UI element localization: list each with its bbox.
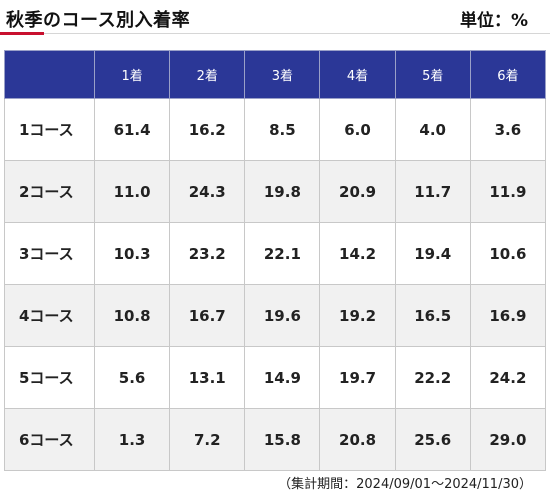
table-cell: 1.3 bbox=[93, 408, 171, 471]
column-header-6th: 6着 bbox=[469, 50, 547, 99]
table-cell: 11.7 bbox=[394, 160, 471, 223]
table-cell: 16.7 bbox=[169, 284, 246, 347]
table-cell: 11.9 bbox=[469, 160, 547, 223]
row-label: 2コース bbox=[4, 160, 95, 223]
table-cell: 11.0 bbox=[93, 160, 171, 223]
table-cell: 19.7 bbox=[319, 346, 396, 409]
column-header-4th: 4着 bbox=[319, 50, 396, 99]
page-header: 秋季のコース別入着率 単位：% bbox=[0, 0, 550, 36]
table-row: 4コース 10.8 16.7 19.6 19.2 16.5 16.9 bbox=[4, 284, 547, 347]
column-header-5th: 5着 bbox=[394, 50, 471, 99]
column-header-corner bbox=[4, 50, 95, 99]
row-label: 6コース bbox=[4, 408, 95, 471]
table-row: 1コース 61.4 16.2 8.5 6.0 4.0 3.6 bbox=[4, 98, 547, 161]
table-cell: 10.8 bbox=[93, 284, 171, 347]
header-divider bbox=[0, 33, 550, 34]
table-cell: 24.2 bbox=[469, 346, 547, 409]
table-cell: 7.2 bbox=[169, 408, 246, 471]
table-cell: 10.6 bbox=[469, 222, 547, 285]
table-cell: 25.6 bbox=[394, 408, 471, 471]
table-cell: 19.4 bbox=[394, 222, 471, 285]
table-cell: 10.3 bbox=[93, 222, 171, 285]
table-cell: 4.0 bbox=[394, 98, 471, 161]
table-cell: 16.5 bbox=[394, 284, 471, 347]
table-cell: 22.2 bbox=[394, 346, 471, 409]
column-header-3rd: 3着 bbox=[244, 50, 321, 99]
table-cell: 19.8 bbox=[244, 160, 321, 223]
table-cell: 14.9 bbox=[244, 346, 321, 409]
table-cell: 61.4 bbox=[93, 98, 171, 161]
table-row: 5コース 5.6 13.1 14.9 19.7 22.2 24.2 bbox=[4, 346, 547, 409]
row-label: 1コース bbox=[4, 98, 95, 161]
unit-label: 単位：% bbox=[459, 11, 528, 31]
table-cell: 8.5 bbox=[244, 98, 321, 161]
placement-rate-table: 1着 2着 3着 4着 5着 6着 1コース 61.4 16.2 8.5 6.0… bbox=[4, 50, 547, 471]
table-cell: 16.2 bbox=[169, 98, 246, 161]
table-cell: 22.1 bbox=[244, 222, 321, 285]
table-cell: 29.0 bbox=[469, 408, 547, 471]
table-cell: 6.0 bbox=[319, 98, 396, 161]
table-cell: 14.2 bbox=[319, 222, 396, 285]
table-row: 3コース 10.3 23.2 22.1 14.2 19.4 10.6 bbox=[4, 222, 547, 285]
table-cell: 24.3 bbox=[169, 160, 246, 223]
table-cell: 5.6 bbox=[93, 346, 171, 409]
column-header-1st: 1着 bbox=[93, 50, 171, 99]
aggregation-period-note: （集計期間：2024/09/01〜2024/11/30） bbox=[278, 477, 532, 492]
row-label: 4コース bbox=[4, 284, 95, 347]
table-cell: 20.9 bbox=[319, 160, 396, 223]
row-label: 5コース bbox=[4, 346, 95, 409]
table-cell: 13.1 bbox=[169, 346, 246, 409]
table-cell: 19.6 bbox=[244, 284, 321, 347]
table-row: 6コース 1.3 7.2 15.8 20.8 25.6 29.0 bbox=[4, 408, 547, 471]
page-title: 秋季のコース別入着率 bbox=[6, 10, 191, 31]
title-accent-bar bbox=[0, 32, 44, 35]
table-cell: 3.6 bbox=[469, 98, 547, 161]
column-header-2nd: 2着 bbox=[169, 50, 246, 99]
table-cell: 16.9 bbox=[469, 284, 547, 347]
table-cell: 23.2 bbox=[169, 222, 246, 285]
table-cell: 19.2 bbox=[319, 284, 396, 347]
table-cell: 20.8 bbox=[319, 408, 396, 471]
table-row: 2コース 11.0 24.3 19.8 20.9 11.7 11.9 bbox=[4, 160, 547, 223]
table-cell: 15.8 bbox=[244, 408, 321, 471]
row-label: 3コース bbox=[4, 222, 95, 285]
table-header-row: 1着 2着 3着 4着 5着 6着 bbox=[4, 50, 547, 99]
